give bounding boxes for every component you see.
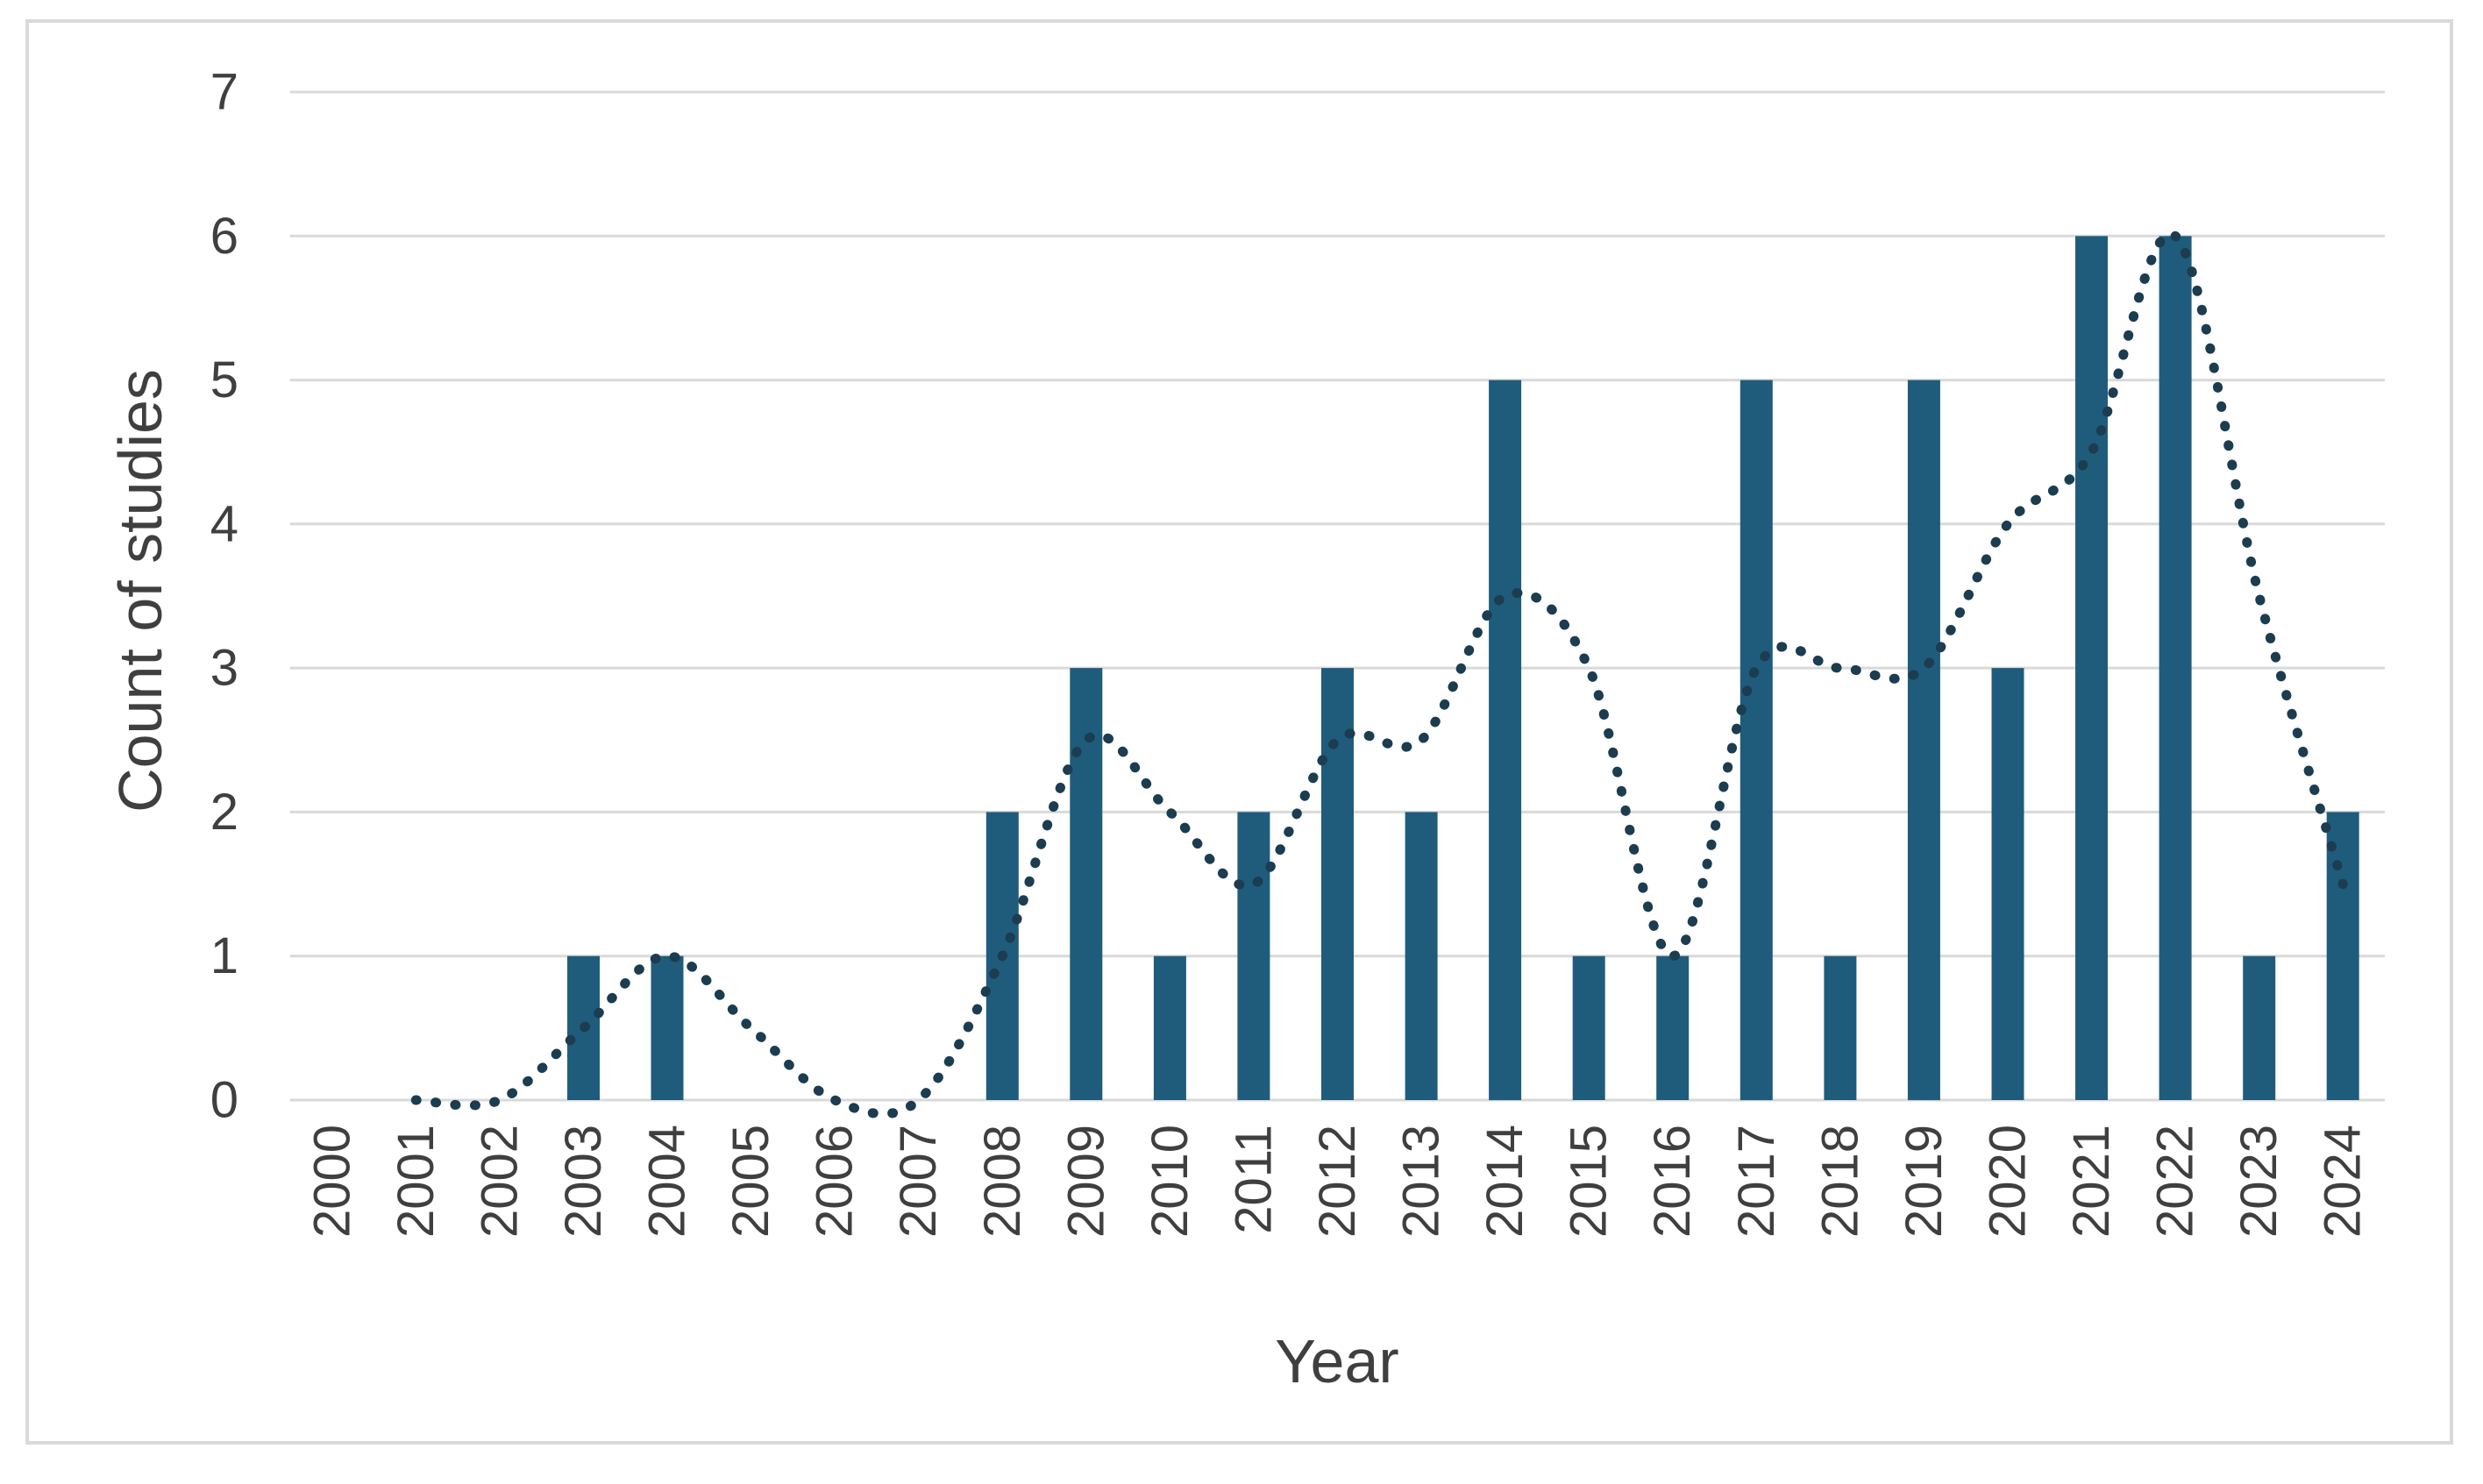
x-tick-label: 2023 [2230,1125,2287,1238]
y-tick-label: 2 [210,784,238,841]
x-tick-label: 2000 [303,1125,360,1238]
x-tick-label: 2013 [1393,1125,1450,1238]
x-tick-label: 2017 [1728,1125,1785,1238]
figure-border [25,19,2453,1445]
bar-2017 [1740,380,1773,1101]
bar-2016 [1656,955,1690,1100]
x-tick-label: 2019 [1896,1125,1953,1238]
y-tick-label: 7 [210,64,238,121]
bar-2012 [1321,668,1354,1100]
bar-2004 [651,955,684,1100]
bar-series [567,236,2359,1101]
x-tick-label: 2006 [807,1125,864,1238]
x-tick-label: 2010 [1142,1125,1199,1238]
trendline [410,229,2348,1119]
x-tick-label: 2009 [1057,1125,1114,1238]
bar-2011 [1237,812,1270,1100]
x-tick-label: 2015 [1561,1125,1618,1238]
x-tick-label: 2022 [2147,1125,2204,1238]
bar-2018 [1824,955,1857,1100]
bar-2019 [1907,380,1940,1101]
trendline-path [410,229,2348,1119]
x-axis-tick-labels: 2000 2001 2002 2003 2004 2005 2006 2007 2008 2009… [303,1125,2371,1238]
bar-2023 [2243,955,2276,1100]
bar-2015 [1572,955,1605,1100]
bar-2020 [1991,668,2024,1100]
y-tick-label: 3 [210,640,238,697]
y-tick-label: 0 [210,1072,238,1129]
x-tick-label: 2018 [1811,1125,1868,1238]
x-tick-label: 2021 [2063,1125,2120,1238]
bar-2009 [1070,668,1103,1100]
x-tick-label: 2020 [1980,1125,2037,1238]
x-tick-label: 2001 [388,1125,445,1238]
bar-2010 [1153,955,1186,1100]
y-axis-title: Count of studies [106,369,174,813]
gridlines [290,90,2385,1102]
x-tick-label: 2007 [890,1125,947,1238]
x-tick-label: 2005 [722,1125,779,1238]
x-tick-label: 2011 [1225,1125,1282,1234]
x-axis-title: Year [1275,1327,1398,1395]
x-tick-label: 2003 [555,1125,612,1238]
x-tick-label: 2008 [974,1125,1031,1238]
y-tick-label: 6 [210,208,238,265]
x-tick-label: 2002 [471,1125,528,1238]
bar-2022 [2159,236,2192,1100]
x-tick-label: 2004 [639,1125,696,1238]
y-axis-tick-labels: 0 1 2 3 4 5 6 7 [210,64,238,1129]
bar-2014 [1489,380,1522,1101]
x-tick-label: 2012 [1309,1125,1366,1238]
x-tick-label: 2016 [1644,1125,1701,1238]
bar-2024 [2326,812,2359,1100]
bar-2013 [1405,812,1438,1100]
y-tick-label: 4 [210,495,238,552]
x-tick-label: 2014 [1476,1125,1533,1238]
y-tick-label: 5 [210,351,238,408]
y-tick-label: 1 [210,927,238,984]
x-tick-label: 2024 [2315,1125,2372,1238]
bar-2021 [2075,236,2108,1100]
